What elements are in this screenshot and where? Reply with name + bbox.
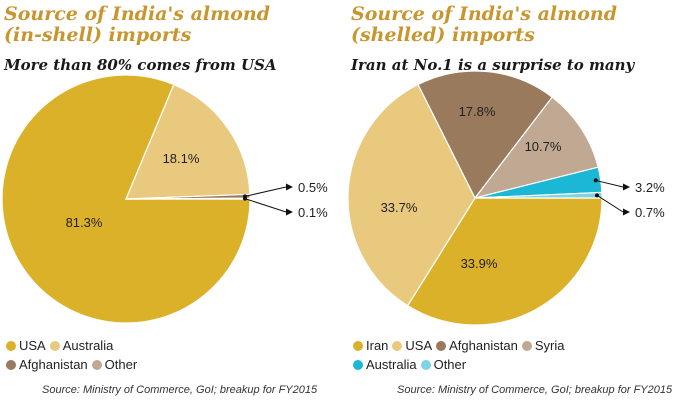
legend-swatch [6,359,16,370]
legend-row: USA Australia [6,336,141,355]
legend-swatch [392,340,403,351]
chart-subtitle: More than 80% comes from USA [4,56,277,74]
pie-slice-syria [473,96,599,199]
legend-swatch [353,359,363,370]
legend-swatch [6,340,16,351]
chart-title-line-1: Source of India's almond (in-shell) impor… [4,3,270,46]
legend-row: Afghanistan Other [6,355,141,374]
legend-swatch [521,340,532,351]
callout-arrow-other [623,208,630,216]
legend-shelled: Iran USA Afghanistan Syria Australia Other [353,336,568,374]
pie-chart-in-shell: 81.3% 18.1% 0.5% 0.1% [1,74,328,324]
legend-label: USA [19,338,46,353]
data-label-afghanistan: 0.5% [298,180,328,195]
callout-line-afghanistan [244,186,287,197]
legend-swatch [420,359,431,370]
pie-slice-australia [125,83,251,200]
pie-slice-other [125,197,251,200]
legend-swatch [91,359,102,370]
legend-label: Australia [62,338,114,353]
chart-panel-in-shell: Source of India's almond (in-shell) impor… [0,0,346,401]
legend-item-iran: Iran [353,338,388,353]
legend-label: Other [104,357,138,372]
legend-label: Iran [366,338,389,353]
legend-label: Syria [534,338,565,353]
data-label-other: 0.1% [298,205,328,220]
legend-item-usa: USA [392,338,432,353]
legend-label: USA [405,338,433,353]
callout-arrow-australia [623,183,630,191]
data-label-australia: 18.1% [163,151,200,166]
callout-line-australia [595,179,624,188]
callout-dot-australia [593,178,598,183]
legend-label: Other [433,357,467,372]
data-label-syria: 10.7% [525,139,562,154]
chart-title-line-1: Source of India's almond (shelled) import… [351,3,617,46]
pie-chart-shelled: 33.9% 33.7% 17.8% 10.7% 3.2% 0.7% [347,70,665,326]
data-label-afghanistan: 17.8% [459,104,496,119]
legend-item-australia: Australia [353,357,417,372]
callout-line-other [244,198,287,213]
chart-panel-shelled: Source of India's almond (shelled) import… [347,0,693,401]
callout-arrow-other [286,208,293,216]
pie-slice-iran [406,197,603,326]
legend-item-afghanistan: Afghanistan [436,338,518,353]
chart-subtitle: Iran at No.1 is a surprise to many [351,56,635,74]
legend-item-syria: Syria [521,338,565,353]
data-label-iran: 33.9% [461,256,498,271]
legend-row: Iran USA Afghanistan Syria [353,336,568,355]
legend-item-usa: USA [6,338,46,353]
data-label-usa: 33.7% [381,200,418,215]
legend-row: Australia Other [353,355,568,374]
source-note: Source: Ministry of Commerce, GoI; break… [397,384,673,396]
callout-arrow-afghanistan [286,183,293,191]
callout-line-other [596,194,624,213]
legend-item-other: Other [420,357,467,372]
legend-swatch [436,340,447,351]
data-label-other: 0.7% [635,205,665,220]
data-label-usa: 81.3% [66,215,103,230]
source-note: Source: Ministry of Commerce, GoI; break… [42,384,318,396]
data-label-australia: 3.2% [635,180,665,195]
legend-item-other: Other [91,357,138,372]
legend-in-shell: USA Australia Afghanistan Other [6,336,141,374]
legend-label: Afghanistan [19,357,88,372]
pie-slice-afghanistan [417,70,554,200]
pie-slice-usa [347,83,476,307]
legend-label: Australia [366,357,417,372]
legend-item-afghanistan: Afghanistan [6,357,88,372]
legend-swatch [49,340,60,351]
legend-swatch [353,340,363,351]
legend-item-australia: Australia [49,338,114,353]
legend-label: Afghanistan [449,338,518,353]
